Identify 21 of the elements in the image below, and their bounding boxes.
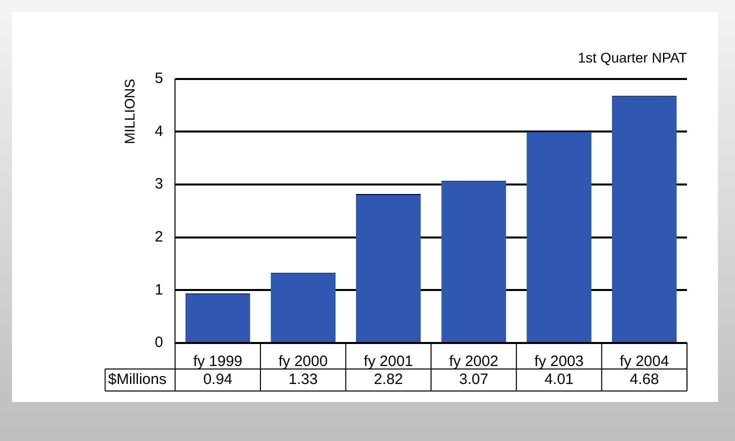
y-tick-label: 1 — [154, 281, 164, 298]
data-label: 1.33 — [288, 371, 318, 388]
data-label: 0.94 — [203, 371, 232, 388]
x-tick-label: fy 1999 — [193, 353, 242, 370]
data-label: 4.01 — [544, 371, 574, 388]
data-label: 3.07 — [459, 371, 488, 388]
x-tick-label: fy 2003 — [534, 353, 584, 370]
x-tick-label: fy 2002 — [449, 353, 498, 370]
data-label: 4.68 — [630, 371, 659, 388]
data-label: 2.82 — [374, 371, 404, 388]
chart-title: 1st Quarter NPAT — [578, 49, 688, 66]
y-tick-label: 4 — [154, 122, 164, 140]
y-tick-label: 2 — [154, 228, 164, 246]
x-tick-label: fy 2001 — [364, 353, 414, 370]
y-tick-label: 0 — [154, 334, 164, 352]
text: $Millions — [108, 371, 166, 388]
y-axis-title: MILLIONS — [121, 78, 138, 144]
y-tick-label: 3 — [154, 176, 164, 193]
x-tick-label: fy 2000 — [278, 353, 328, 370]
y-tick-label: 5 — [154, 70, 164, 87]
x-tick-label: fy 2004 — [620, 353, 669, 370]
